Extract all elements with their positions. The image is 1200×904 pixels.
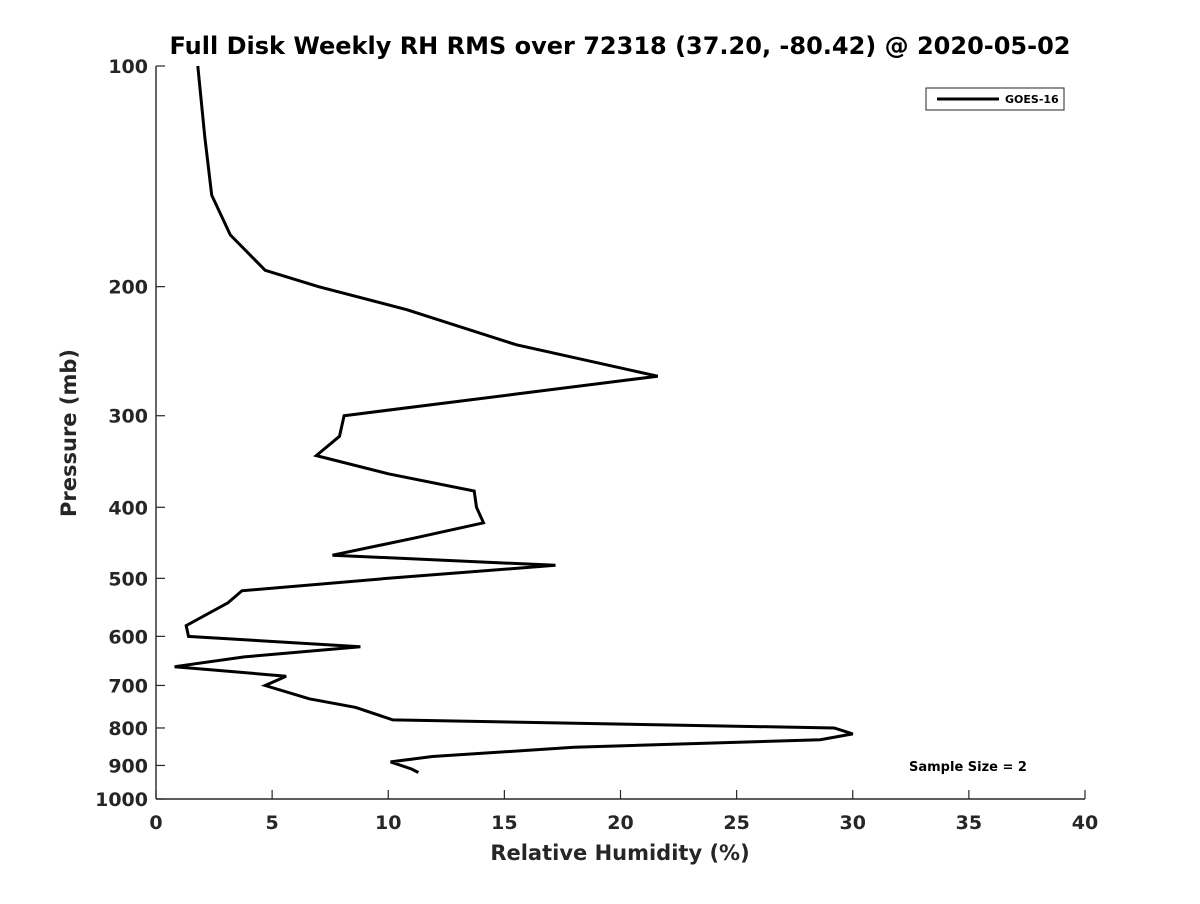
x-tick-label: 5 bbox=[266, 812, 279, 834]
legend: GOES-16 bbox=[925, 87, 1065, 111]
x-tick-label: 15 bbox=[491, 812, 517, 834]
y-tick-label: 400 bbox=[108, 497, 148, 519]
y-tick-label: 1000 bbox=[95, 789, 148, 811]
y-axis-ticks: 100 200 300 400 500 600 700 800 900 1000 bbox=[95, 56, 165, 811]
y-tick-label: 200 bbox=[108, 277, 148, 299]
chart-title: Full Disk Weekly RH RMS over 72318 (37.2… bbox=[169, 32, 1070, 60]
legend-label: GOES-16 bbox=[1005, 93, 1059, 106]
x-tick-label: 25 bbox=[723, 812, 749, 834]
y-tick-label: 100 bbox=[108, 56, 148, 78]
x-tick-label: 30 bbox=[840, 812, 866, 834]
sample-size-note: Sample Size = 2 bbox=[909, 760, 1027, 775]
y-tick-label: 500 bbox=[108, 568, 148, 590]
y-tick-label: 700 bbox=[108, 675, 148, 697]
series-layer bbox=[174, 65, 854, 774]
y-tick-label: 900 bbox=[108, 755, 148, 777]
y-tick-label: 600 bbox=[108, 626, 148, 648]
x-tick-label: 10 bbox=[375, 812, 401, 834]
x-axis-ticks: 0 5 10 15 20 25 30 35 40 bbox=[149, 790, 1098, 834]
y-tick-label: 800 bbox=[108, 718, 148, 740]
y-axis-label: Pressure (mb) bbox=[57, 349, 81, 517]
y-tick-label: 300 bbox=[108, 406, 148, 428]
x-tick-label: 0 bbox=[149, 812, 162, 834]
x-axis-label: Relative Humidity (%) bbox=[490, 841, 749, 865]
series-line-goes-16 bbox=[174, 65, 854, 774]
x-tick-label: 35 bbox=[956, 812, 982, 834]
x-tick-label: 40 bbox=[1072, 812, 1098, 834]
x-tick-label: 20 bbox=[607, 812, 633, 834]
